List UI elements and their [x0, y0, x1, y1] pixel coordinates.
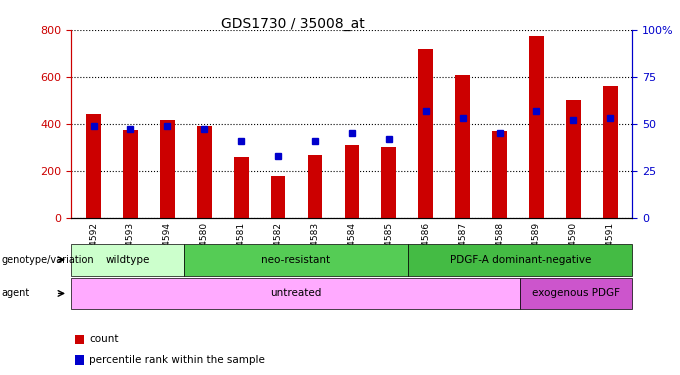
- Bar: [123, 130, 138, 218]
- Bar: [160, 120, 175, 218]
- Text: GDS1730 / 35008_at: GDS1730 / 35008_at: [220, 17, 364, 31]
- Text: PDGF-A dominant-negative: PDGF-A dominant-negative: [449, 255, 591, 265]
- Bar: [455, 75, 470, 217]
- Bar: [529, 36, 544, 218]
- Bar: [271, 177, 286, 218]
- Bar: [197, 126, 211, 218]
- Text: genotype/variation: genotype/variation: [1, 255, 94, 265]
- Bar: [566, 100, 581, 218]
- Bar: [345, 145, 359, 218]
- Bar: [418, 49, 433, 217]
- Bar: [234, 157, 249, 218]
- Text: neo-resistant: neo-resistant: [261, 255, 330, 265]
- Text: wildtype: wildtype: [105, 255, 150, 265]
- Text: untreated: untreated: [270, 288, 322, 298]
- Text: count: count: [89, 334, 118, 344]
- Bar: [307, 155, 322, 218]
- Bar: [603, 86, 617, 218]
- Text: agent: agent: [1, 288, 30, 298]
- Text: exogenous PDGF: exogenous PDGF: [532, 288, 620, 298]
- Bar: [381, 147, 396, 218]
- Bar: [86, 114, 101, 218]
- Bar: [492, 131, 507, 218]
- Text: percentile rank within the sample: percentile rank within the sample: [89, 355, 265, 365]
